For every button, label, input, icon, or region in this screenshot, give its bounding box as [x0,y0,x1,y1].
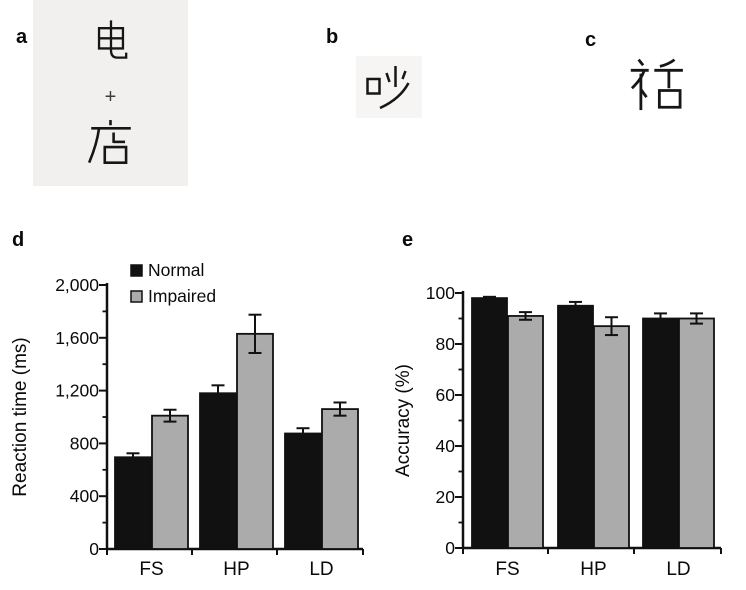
y-axis-title: Reaction time (ms) [10,337,31,496]
y-tick-label: 100 [426,283,455,303]
bar-HP-impaired [236,332,274,550]
bar-FS-normal [471,297,508,549]
y-tick-label: 0 [445,538,455,558]
y-axis-title: Accuracy (%) [393,364,414,477]
x-category-label: LD [309,559,333,580]
y-tick-label: 60 [436,385,456,405]
y-tick-label: 1,200 [55,381,99,401]
panel-label-c: c [585,29,597,51]
bar-HP-normal [557,304,594,549]
panel-label-d: d [12,229,25,251]
chinese-character-chao-icon [366,66,410,110]
reaction-time-bar-chart: 0 400 800 1,200 1,600 2,000 FS HP LD Reaction tim… [10,260,364,580]
y-tick-label: 800 [70,433,99,453]
panel-label-e: e [402,229,414,251]
y-tick-label: 0 [89,539,99,559]
chinese-character-dian-shop-icon [87,120,131,164]
legend-label-normal: Normal [148,260,204,280]
bar-HP-normal [199,392,237,550]
y-tick-label: 2,000 [55,275,99,295]
bar-LD-impaired [678,317,715,549]
x-category-label: FS [139,559,163,580]
stimulus-panel-c [624,55,688,117]
panel-label-b: b [326,26,339,48]
y-tick-label: 1,600 [55,328,99,348]
accuracy-bar-chart: 0 20 40 60 80 100 FS HP LD Accuracy (%) [393,283,722,580]
x-category-label: LD [666,559,690,580]
x-category-label: HP [223,559,249,580]
legend-swatch-normal [130,264,143,277]
pseudo-character-shi-she-icon [630,58,683,111]
x-category-label: HP [580,559,606,580]
bar-HP-impaired [593,325,630,549]
chinese-character-dian-electric-icon [97,20,127,59]
legend-label-impaired: Impaired [148,286,216,306]
bar-LD-impaired [321,408,359,550]
stimulus-panel-a: + [33,0,188,186]
panel-label-a: a [16,26,28,48]
bar-FS-impaired [507,315,544,549]
bar-LD-normal [642,317,679,549]
bar-FS-normal [114,456,152,550]
stimulus-panel-b [356,56,422,118]
x-category-label: FS [495,559,519,580]
fixation-cross: + [104,86,117,108]
y-tick-label: 80 [436,334,456,354]
y-tick-label: 20 [436,487,456,507]
legend-swatch-impaired [130,290,143,303]
bar-LD-normal [284,432,322,550]
y-tick-label: 40 [436,436,456,456]
bar-FS-impaired [151,414,189,550]
y-tick-label: 400 [70,486,99,506]
